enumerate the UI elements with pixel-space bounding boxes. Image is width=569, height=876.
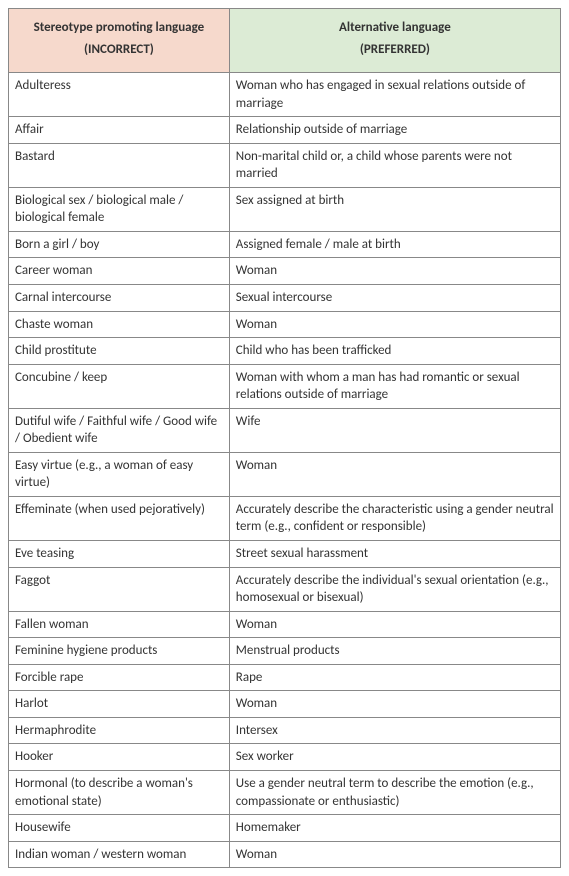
- cell-preferred: Woman: [229, 258, 560, 285]
- cell-incorrect: Carnal intercourse: [9, 285, 230, 312]
- cell-preferred: Woman: [229, 452, 560, 496]
- table-row: Easy virtue (e.g., a woman of easy virtu…: [9, 452, 561, 496]
- table-row: AdulteressWoman who has engaged in sexua…: [9, 73, 561, 117]
- cell-incorrect: Hormonal (to describe a woman's emotiona…: [9, 770, 230, 814]
- cell-preferred: Child who has been trafficked: [229, 338, 560, 365]
- cell-preferred: Wife: [229, 408, 560, 452]
- cell-incorrect: Concubine / keep: [9, 364, 230, 408]
- table-row: Biological sex / biological male / biolo…: [9, 187, 561, 231]
- cell-incorrect: Housewife: [9, 815, 230, 842]
- table-row: BastardNon-marital child or, a child who…: [9, 143, 561, 187]
- cell-incorrect: Adulteress: [9, 73, 230, 117]
- cell-incorrect: Indian woman / western woman: [9, 841, 230, 868]
- header-incorrect-title: Stereotype promoting language: [34, 20, 205, 35]
- cell-preferred: Homemaker: [229, 815, 560, 842]
- cell-preferred: Woman with whom a man has had romantic o…: [229, 364, 560, 408]
- table-row: Carnal intercourseSexual intercourse: [9, 285, 561, 312]
- cell-incorrect: Born a girl / boy: [9, 231, 230, 258]
- header-preferred: Alternative language (PREFERRED): [229, 9, 560, 73]
- cell-incorrect: Bastard: [9, 143, 230, 187]
- table-row: Hormonal (to describe a woman's emotiona…: [9, 770, 561, 814]
- cell-preferred: Woman: [229, 691, 560, 718]
- cell-incorrect: Hooker: [9, 744, 230, 771]
- cell-incorrect: Chaste woman: [9, 311, 230, 338]
- language-table: Stereotype promoting language (INCORRECT…: [8, 8, 561, 868]
- table-row: Forcible rapeRape: [9, 664, 561, 691]
- cell-preferred: Sex worker: [229, 744, 560, 771]
- table-row: HookerSex worker: [9, 744, 561, 771]
- table-row: HermaphroditeIntersex: [9, 717, 561, 744]
- cell-preferred: Use a gender neutral term to describe th…: [229, 770, 560, 814]
- cell-preferred: Assigned female / male at birth: [229, 231, 560, 258]
- table-row: Career womanWoman: [9, 258, 561, 285]
- cell-incorrect: Effeminate (when used pejoratively): [9, 496, 230, 540]
- cell-incorrect: Fallen woman: [9, 611, 230, 638]
- cell-preferred: Accurately describe the characteristic u…: [229, 496, 560, 540]
- table-row: FaggotAccurately describe the individual…: [9, 567, 561, 611]
- cell-incorrect: Easy virtue (e.g., a woman of easy virtu…: [9, 452, 230, 496]
- cell-incorrect: Feminine hygiene products: [9, 638, 230, 665]
- table-row: Chaste womanWoman: [9, 311, 561, 338]
- cell-preferred: Street sexual harassment: [229, 541, 560, 568]
- table-row: Dutiful wife / Faithful wife / Good wife…: [9, 408, 561, 452]
- table-row: HousewifeHomemaker: [9, 815, 561, 842]
- cell-incorrect: Affair: [9, 117, 230, 144]
- cell-incorrect: Dutiful wife / Faithful wife / Good wife…: [9, 408, 230, 452]
- header-incorrect-sub: (INCORRECT): [15, 41, 223, 59]
- header-incorrect: Stereotype promoting language (INCORRECT…: [9, 9, 230, 73]
- cell-incorrect: Child prostitute: [9, 338, 230, 365]
- table-row: Effeminate (when used pejoratively)Accur…: [9, 496, 561, 540]
- cell-preferred: Relationship outside of marriage: [229, 117, 560, 144]
- table-row: AffairRelationship outside of marriage: [9, 117, 561, 144]
- cell-incorrect: Hermaphrodite: [9, 717, 230, 744]
- cell-preferred: Woman: [229, 611, 560, 638]
- table-row: Born a girl / boyAssigned female / male …: [9, 231, 561, 258]
- table-row: Indian woman / western womanWoman: [9, 841, 561, 868]
- header-preferred-sub: (PREFERRED): [236, 41, 554, 59]
- table-row: Fallen womanWoman: [9, 611, 561, 638]
- cell-preferred: Non-marital child or, a child whose pare…: [229, 143, 560, 187]
- cell-incorrect: Career woman: [9, 258, 230, 285]
- cell-preferred: Intersex: [229, 717, 560, 744]
- cell-incorrect: Forcible rape: [9, 664, 230, 691]
- header-preferred-title: Alternative language: [339, 20, 451, 35]
- header-row: Stereotype promoting language (INCORRECT…: [9, 9, 561, 73]
- table-row: Concubine / keepWoman with whom a man ha…: [9, 364, 561, 408]
- cell-preferred: Woman: [229, 311, 560, 338]
- cell-preferred: Woman who has engaged in sexual relation…: [229, 73, 560, 117]
- cell-preferred: Woman: [229, 841, 560, 868]
- cell-incorrect: Harlot: [9, 691, 230, 718]
- table-row: HarlotWoman: [9, 691, 561, 718]
- cell-incorrect: Faggot: [9, 567, 230, 611]
- table-body: AdulteressWoman who has engaged in sexua…: [9, 73, 561, 868]
- cell-preferred: Sexual intercourse: [229, 285, 560, 312]
- cell-preferred: Sex assigned at birth: [229, 187, 560, 231]
- cell-preferred: Rape: [229, 664, 560, 691]
- table-row: Feminine hygiene productsMenstrual produ…: [9, 638, 561, 665]
- cell-incorrect: Eve teasing: [9, 541, 230, 568]
- cell-incorrect: Biological sex / biological male / biolo…: [9, 187, 230, 231]
- table-row: Eve teasingStreet sexual harassment: [9, 541, 561, 568]
- cell-preferred: Menstrual products: [229, 638, 560, 665]
- table-row: Child prostituteChild who has been traff…: [9, 338, 561, 365]
- cell-preferred: Accurately describe the individual's sex…: [229, 567, 560, 611]
